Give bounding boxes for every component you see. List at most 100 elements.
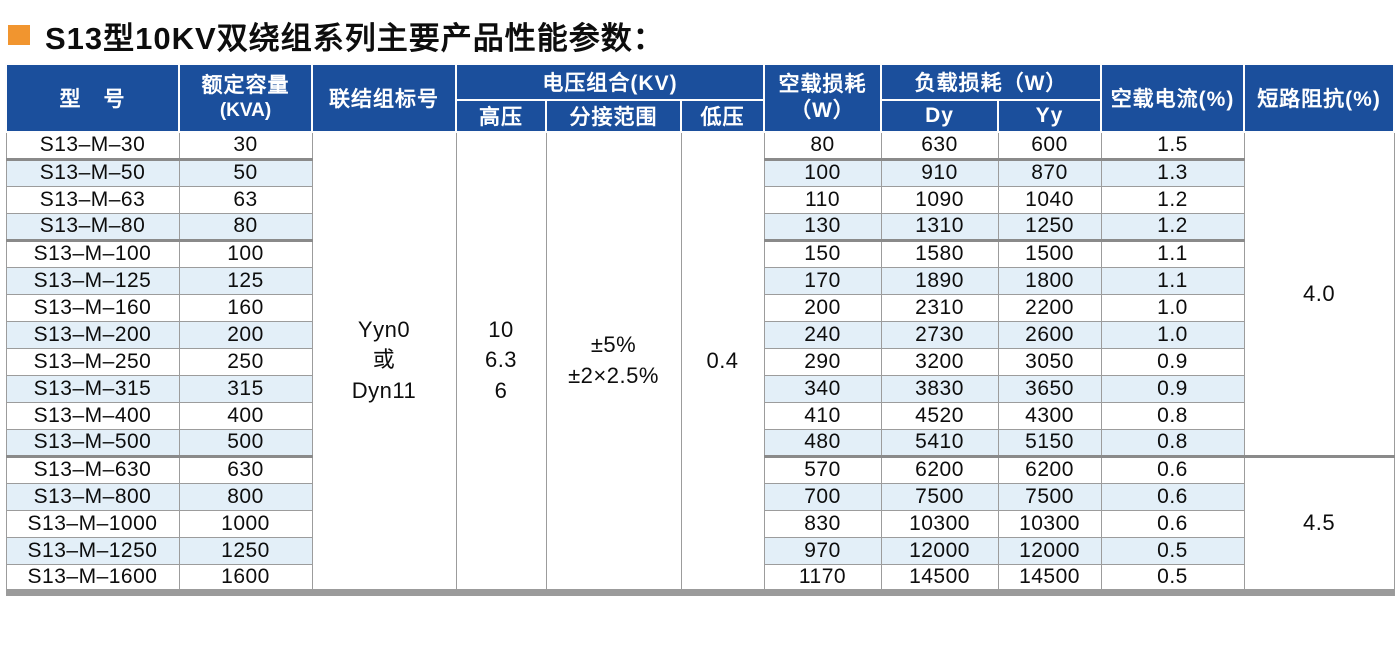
header-yy: Yy [997,99,1103,133]
capacity-cell: 125 [178,266,313,295]
merged-line: ±2×2.5% [568,362,659,388]
load-loss-dy-cell: 910 [880,158,999,187]
table-row: S13–M–50 50 100 910 870 1.3 [5,158,1394,187]
capacity-cell: 1250 [178,536,313,565]
model-cell: S13–M–1000 [5,509,180,538]
load-loss-yy-cell: 1500 [997,239,1102,268]
header-capacity-line2: (KVA) [219,100,272,122]
model-cell: S13–M–250 [5,347,180,376]
table-row: S13–M–1250 1250 970 12000 12000 0.5 [5,536,1394,565]
load-loss-yy-cell: 10300 [997,509,1102,538]
impedance-cell-group1: 4.0 [1243,131,1395,458]
noload-loss-cell: 100 [763,158,882,187]
table-row: S13–M–30 30 Yyn0 或 Dyn11 10 6.3 6 ±5% ±2×2.5% 0.4 8… [5,131,1395,593]
noload-current-cell: 0.8 [1100,401,1245,430]
lv-cell: 0.4 [680,131,765,593]
load-loss-yy-cell: 12000 [997,536,1102,565]
noload-current-cell: 1.0 [1100,293,1245,322]
load-loss-dy-cell: 4520 [880,401,999,430]
load-loss-yy-cell: 3650 [997,374,1102,403]
merged-line: Yyn0 [357,316,411,342]
load-loss-dy-cell: 5410 [880,428,999,458]
model-cell: S13–M–315 [5,374,180,403]
hv-cell: 10 6.3 6 [455,131,547,593]
capacity-cell: 1000 [178,509,313,538]
capacity-cell: 100 [178,239,313,268]
noload-current-cell: 1.2 [1100,212,1245,242]
connection-cell: Yyn0 或 Dyn11 [311,131,457,593]
noload-loss-cell: 570 [763,455,882,484]
capacity-cell: 400 [178,401,313,430]
table-row: S13–M–800 800 700 7500 7500 0.6 [5,482,1394,511]
noload-loss-cell: 150 [763,239,882,268]
noload-current-cell: 0.6 [1100,455,1245,484]
noload-loss-cell: 480 [763,428,882,458]
header-dy: Dy [880,99,1000,133]
load-loss-yy-cell: 4300 [997,401,1102,430]
model-cell: S13–M–63 [5,185,180,214]
load-loss-yy-cell: 870 [997,158,1102,187]
load-loss-dy-cell: 7500 [880,482,999,511]
model-cell: S13–M–800 [5,482,180,511]
noload-loss-cell: 1170 [763,563,882,593]
header-impedance: 短路阻抗(%) [1243,63,1396,133]
load-loss-dy-cell: 6200 [880,455,999,484]
merged-line: 6.3 [484,347,518,373]
noload-loss-cell: 80 [763,131,882,161]
table-row: S13–M–630 630 570 6200 6200 0.6 4.5 [5,455,1395,593]
capacity-cell: 630 [178,455,313,484]
table-body: S13–M–30 30 Yyn0 或 Dyn11 10 6.3 6 ±5% ±2×2.5% 0.4 8… [5,131,1395,593]
model-cell: S13–M–200 [5,320,180,349]
table-row: S13–M–80 80 130 1310 1250 1.2 [5,212,1394,242]
impedance-cell-group2: 4.5 [1243,455,1395,593]
noload-current-cell: 1.1 [1100,266,1245,295]
noload-current-cell: 1.5 [1100,131,1245,161]
table-row: S13–M–500 500 480 5410 5150 0.8 [5,428,1394,458]
noload-loss-cell: 200 [763,293,882,322]
noload-current-cell: 0.5 [1100,563,1245,593]
noload-current-cell: 1.2 [1100,185,1245,214]
load-loss-yy-cell: 1040 [997,185,1102,214]
noload-current-cell: 0.6 [1100,509,1245,538]
noload-current-cell: 1.0 [1100,320,1245,349]
model-cell: S13–M–630 [5,455,180,484]
noload-loss-cell: 170 [763,266,882,295]
header-row-2: 高压 分接范围 低压 Dy Yy [6,99,1394,133]
load-loss-dy-cell: 2310 [880,293,999,322]
header-lv: 低压 [679,99,766,133]
header-noload: 空载损耗 （W） [763,63,883,133]
model-cell: S13–M–50 [5,158,180,187]
noload-current-cell: 0.5 [1100,536,1245,565]
table-row: S13–M–125 125 170 1890 1800 1.1 [5,266,1394,295]
model-cell: S13–M–160 [5,293,180,322]
load-loss-yy-cell: 3050 [997,347,1102,376]
load-loss-yy-cell: 7500 [997,482,1102,511]
load-loss-dy-cell: 14500 [880,563,999,593]
model-cell: S13–M–500 [5,428,180,458]
noload-current-cell: 0.9 [1100,374,1245,403]
header-voltage-group: 电压组合(KV) [454,63,766,101]
table-row: S13–M–100 100 150 1580 1500 1.1 [5,239,1394,268]
load-loss-yy-cell: 2200 [997,293,1102,322]
table-row: S13–M–250 250 290 3200 3050 0.9 [5,347,1394,376]
noload-loss-cell: 110 [763,185,882,214]
capacity-cell: 500 [178,428,313,458]
header-capacity-line1: 额定容量 [201,74,290,97]
noload-loss-cell: 410 [763,401,882,430]
header-load-group: 负载损耗（W） [880,63,1103,101]
title-bullet-icon [8,25,30,45]
load-loss-dy-cell: 1580 [880,239,999,268]
noload-loss-cell: 970 [763,536,882,565]
noload-loss-cell: 340 [763,374,882,403]
load-loss-dy-cell: 3200 [880,347,999,376]
load-loss-dy-cell: 12000 [880,536,999,565]
load-loss-dy-cell: 10300 [880,509,999,538]
model-cell: S13–M–1250 [5,536,180,565]
spec-table: 型 号 额定容量 (KVA) 联结组标号 电压组合(KV) 空载损耗 （W） 负… [5,63,1396,596]
load-loss-dy-cell: 3830 [880,374,999,403]
capacity-cell: 1600 [178,563,313,593]
noload-loss-cell: 700 [763,482,882,511]
page-title: S13型10KV双绕组系列主要产品性能参数： [45,20,665,56]
load-loss-dy-cell: 2730 [880,320,999,349]
load-loss-yy-cell: 5150 [997,428,1102,458]
